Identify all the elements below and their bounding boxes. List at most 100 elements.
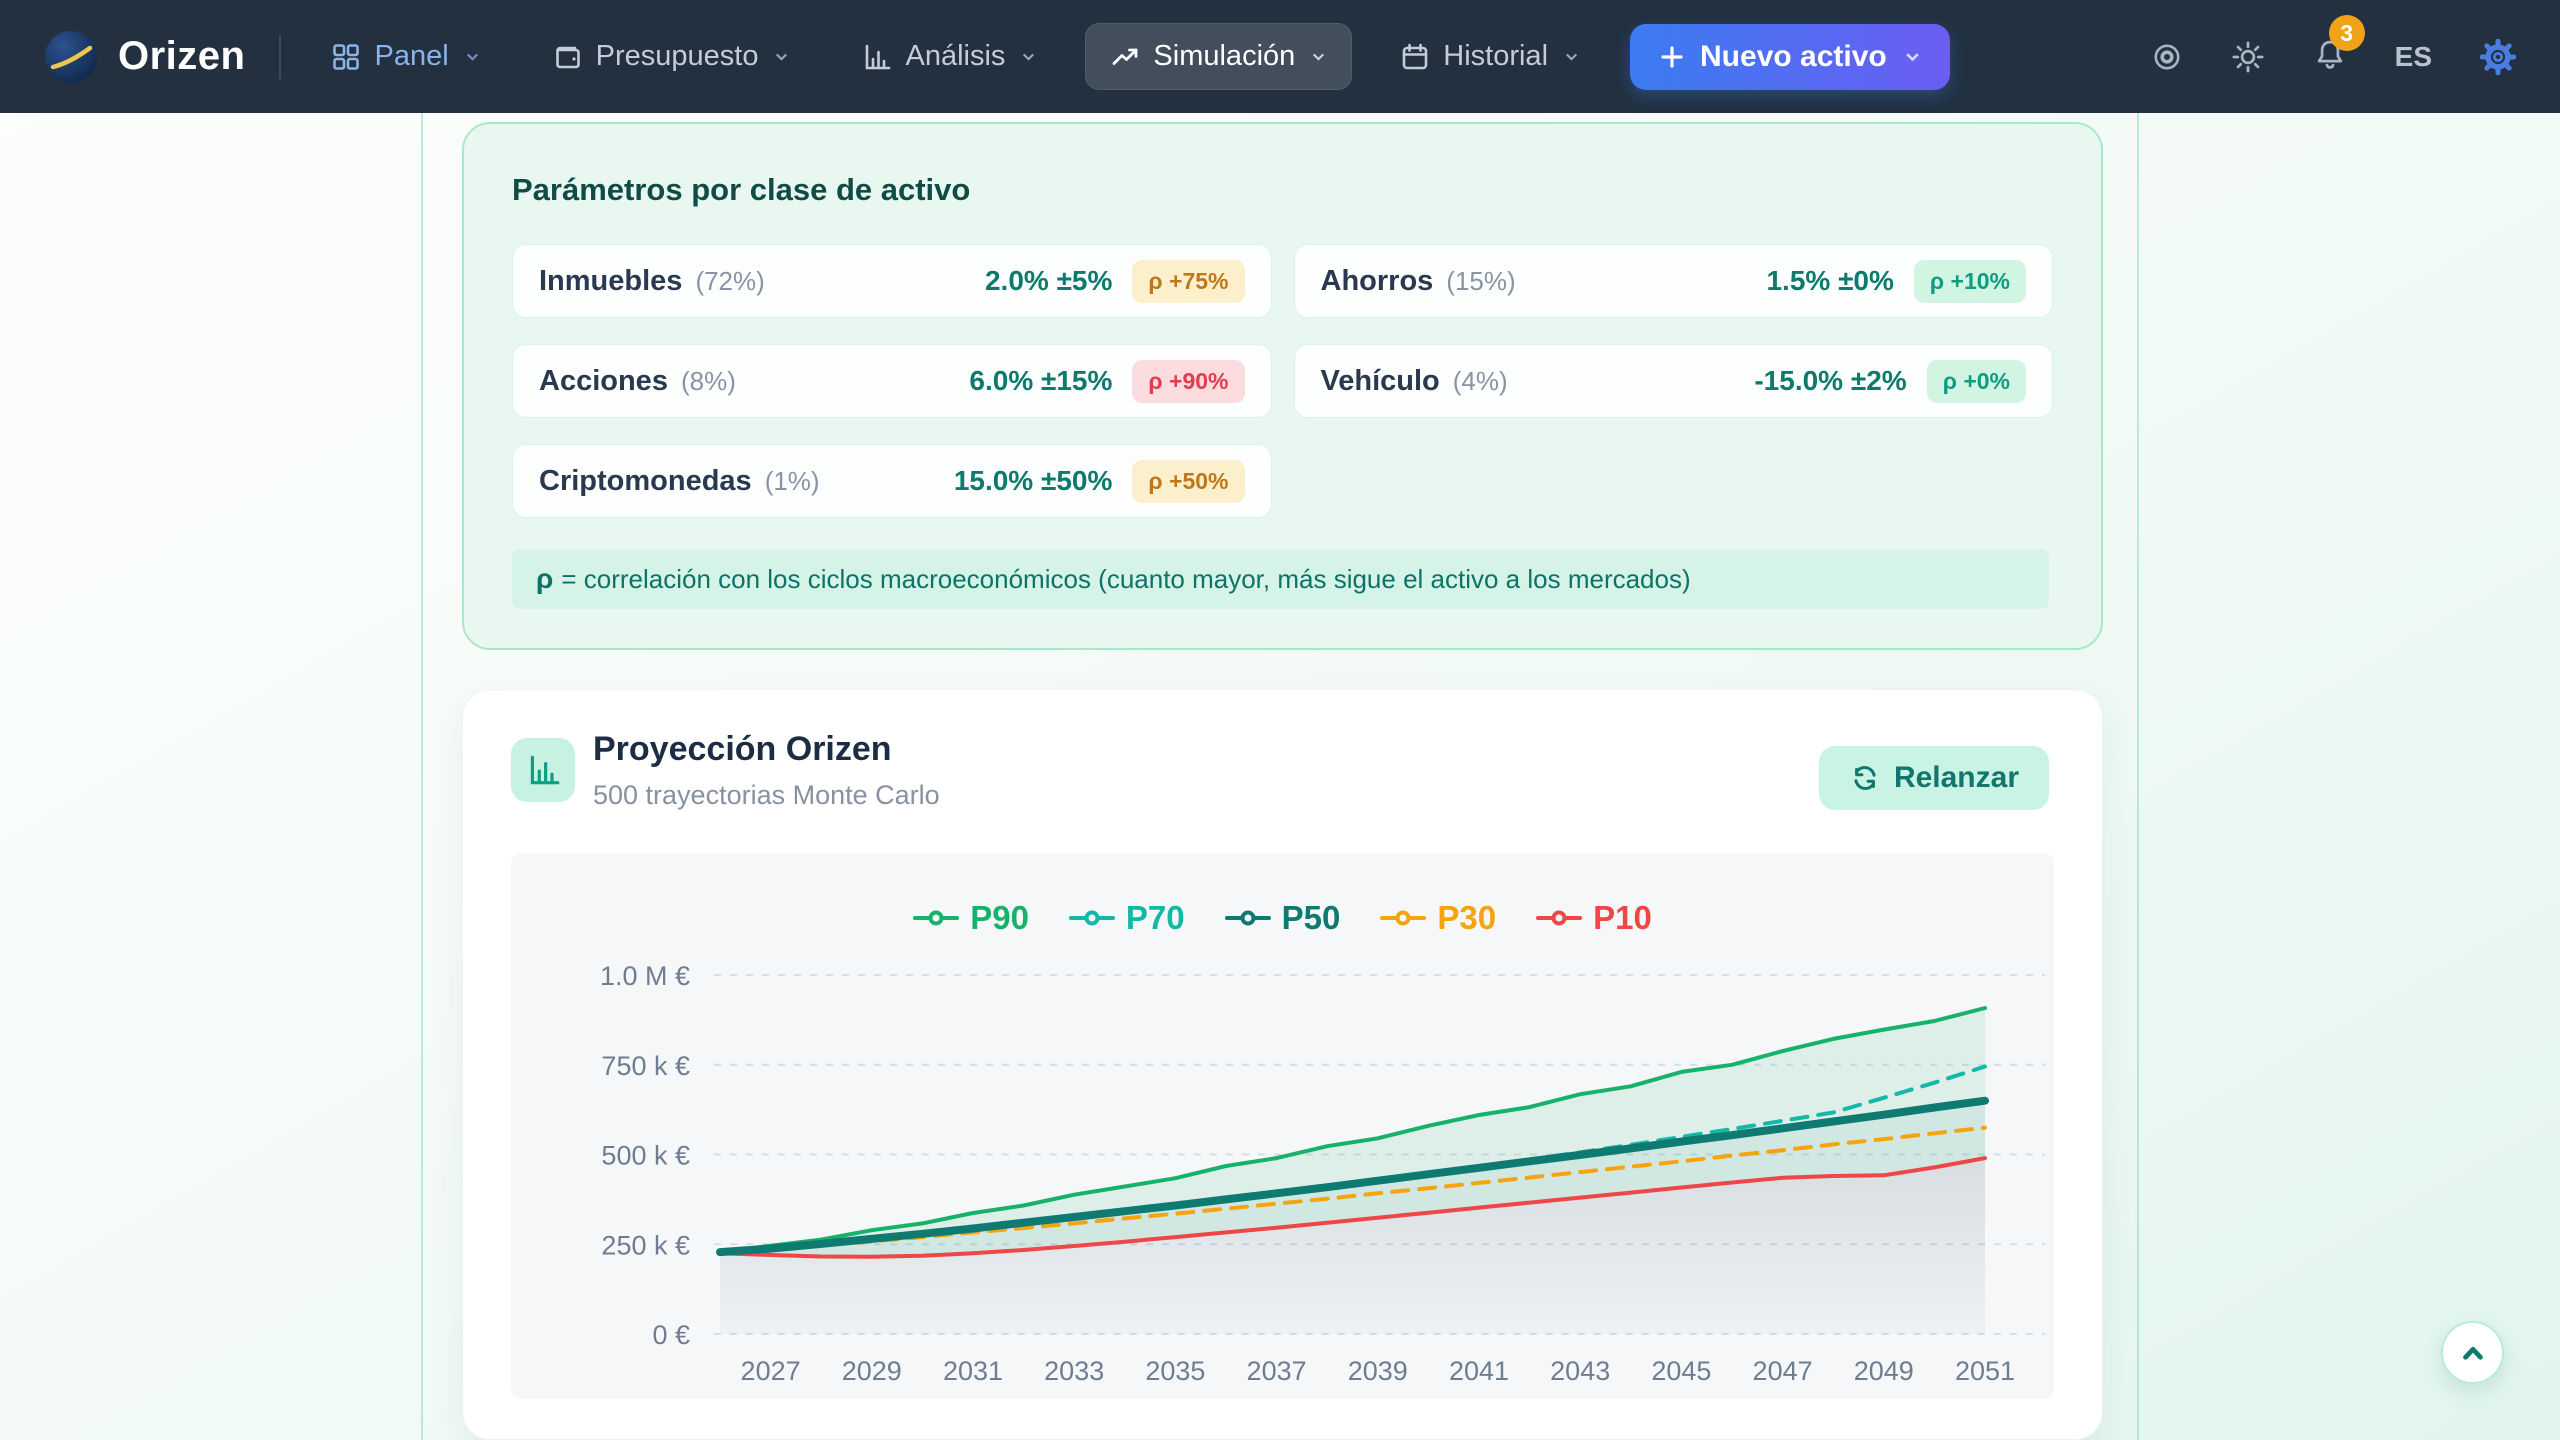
- wallet-icon: [555, 46, 580, 68]
- chevron-down-icon: [1023, 53, 1035, 61]
- nav-item-presupuesto[interactable]: Presupuesto: [529, 24, 815, 89]
- nav-divider: [279, 34, 282, 79]
- svg-text:2031: 2031: [943, 1356, 1003, 1386]
- nav-item-panel[interactable]: Panel: [307, 24, 504, 89]
- nav-item-label: Panel: [374, 40, 449, 72]
- svg-text:2029: 2029: [842, 1356, 902, 1386]
- chevron-down-icon: [1905, 53, 1919, 62]
- svg-text:2041: 2041: [1449, 1356, 1509, 1386]
- sun-theme-icon[interactable]: [2231, 40, 2265, 74]
- notifications-bell[interactable]: 3: [2313, 15, 2365, 76]
- nav-item-historial[interactable]: Historial: [1376, 24, 1604, 89]
- nav-item-simulacion[interactable]: Simulación: [1085, 23, 1353, 90]
- monte-carlo-plot: 0 € 250 k € 500 k € 750 k € 1.0 M € 2027 2029 2…: [600, 961, 2045, 1386]
- asset-weight: (1%): [764, 465, 820, 496]
- projection-chart-icon: [511, 738, 575, 802]
- top-navbar: Orizen Panel Presupuesto Análisis: [0, 0, 2560, 113]
- orizen-logo-icon: [44, 30, 98, 84]
- rho-symbol: ρ: [536, 563, 554, 594]
- svg-text:1.0 M €: 1.0 M €: [600, 961, 690, 991]
- svg-text:500 k €: 500 k €: [601, 1141, 690, 1171]
- chevron-down-icon: [1565, 53, 1578, 61]
- calendar-icon: [1402, 43, 1428, 69]
- legend-label: P70: [1125, 899, 1185, 936]
- svg-text:2033: 2033: [1044, 1356, 1104, 1386]
- svg-text:2039: 2039: [1348, 1356, 1408, 1386]
- svg-text:2035: 2035: [1145, 1356, 1205, 1386]
- correlation-note: ρ = correlación con los ciclos macroecon…: [512, 549, 2049, 609]
- chevron-down-icon: [1313, 53, 1325, 61]
- svg-text:250 k €: 250 k €: [601, 1230, 690, 1260]
- asset-name: Acciones: [539, 364, 668, 397]
- brand-name: Orizen: [118, 34, 246, 78]
- asset-correlation-badge: ρ +50%: [1132, 459, 1245, 503]
- legend-item-p70[interactable]: P70: [1068, 899, 1185, 937]
- refresh-icon: [1854, 766, 1876, 790]
- notification-count-badge: 3: [2328, 15, 2365, 51]
- new-asset-label: Nuevo activo: [1700, 39, 1887, 73]
- svg-text:2045: 2045: [1651, 1356, 1711, 1386]
- trending-up-icon: [1113, 48, 1138, 65]
- asset-weight: (8%): [680, 365, 736, 396]
- svg-text:2049: 2049: [1854, 1356, 1914, 1386]
- projection-title: Proyección Orizen: [593, 730, 892, 768]
- asset-weight: (15%): [1446, 265, 1516, 296]
- nav-item-analisis[interactable]: Análisis: [838, 24, 1061, 89]
- asset-row-ahorros: Ahorros (15%) 1.5% ±0% ρ +10%: [1293, 244, 2053, 318]
- asset-row-acciones: Acciones (8%) 6.0% ±15% ρ +90%: [512, 344, 1272, 418]
- scroll-to-top-button[interactable]: [2441, 1321, 2504, 1384]
- svg-text:750 k €: 750 k €: [601, 1051, 690, 1081]
- asset-row-inmuebles: Inmuebles (72%) 2.0% ±5% ρ +75%: [512, 244, 1272, 318]
- legend-item-p90[interactable]: P90: [913, 899, 1029, 937]
- legend-label: P30: [1437, 899, 1497, 936]
- asset-return-value: -15.0% ±2%: [1754, 365, 1907, 396]
- legend-item-p50[interactable]: P50: [1224, 899, 1341, 937]
- svg-text:2043: 2043: [1550, 1356, 1610, 1386]
- simulation-section-frame: [421, 113, 2139, 1440]
- plus-icon: [1661, 45, 1683, 68]
- chevron-down-icon: [776, 53, 788, 61]
- chart-legend: P90 P70 P50 P30 P10: [511, 899, 2054, 937]
- asset-rows-grid: Inmuebles (72%) 2.0% ±5% ρ +75% Ahorros …: [512, 244, 2053, 518]
- projection-card: Proyección Orizen 500 trayectorias Monte…: [462, 689, 2103, 1440]
- legend-item-p30[interactable]: P30: [1380, 899, 1496, 937]
- asset-name: Inmuebles: [539, 264, 683, 297]
- navbar-right-cluster: 3 ES: [2151, 15, 2516, 76]
- asset-row-vehiculo: Vehículo (4%) -15.0% ±2% ρ +0%: [1293, 344, 2053, 418]
- nav-item-label: Análisis: [905, 40, 1006, 72]
- legend-marker-icon: [1224, 910, 1271, 926]
- svg-text:2037: 2037: [1247, 1356, 1307, 1386]
- asset-correlation-badge: ρ +75%: [1132, 259, 1245, 303]
- legend-item-p10[interactable]: P10: [1536, 899, 1652, 937]
- legend-marker-icon: [913, 910, 960, 926]
- svg-text:0 €: 0 €: [652, 1320, 690, 1350]
- nav-item-label: Presupuesto: [595, 40, 759, 72]
- projection-chart: P90 P70 P50 P30 P10 0 € 250 k € 500 k € 750 k €…: [511, 853, 2054, 1399]
- settings-gear-icon[interactable]: [2480, 38, 2516, 75]
- chevron-down-icon: [466, 53, 478, 61]
- bar-chart-icon: [866, 44, 891, 69]
- projection-subtitle: 500 trayectorias Monte Carlo: [593, 780, 940, 810]
- asset-row-criptomonedas: Criptomonedas (1%) 15.0% ±50% ρ +50%: [512, 444, 1272, 518]
- language-selector[interactable]: ES: [2394, 40, 2432, 72]
- asset-return-value: 15.0% ±50%: [953, 465, 1113, 496]
- rerun-label: Relanzar: [1893, 761, 2019, 794]
- dashboard-grid-icon: [333, 43, 360, 70]
- correlation-note-text: = correlación con los ciclos macroeconóm…: [561, 563, 1691, 594]
- main-nav: Panel Presupuesto Análisis Simulación: [307, 23, 1604, 90]
- asset-correlation-badge: ρ +0%: [1926, 359, 2026, 403]
- rerun-button[interactable]: Relanzar: [1818, 746, 2049, 810]
- legend-label: P10: [1593, 899, 1652, 936]
- parameters-card-title: Parámetros por clase de activo: [512, 172, 971, 207]
- asset-return-value: 1.5% ±0%: [1766, 265, 1894, 296]
- legend-label: P50: [1281, 899, 1341, 936]
- asset-name: Vehículo: [1320, 364, 1440, 397]
- asset-weight: (4%): [1452, 365, 1508, 396]
- brand[interactable]: Orizen: [44, 30, 245, 84]
- svg-text:2051: 2051: [1955, 1356, 2015, 1386]
- new-asset-button[interactable]: Nuevo activo: [1630, 23, 1950, 90]
- asset-correlation-badge: ρ +90%: [1132, 359, 1245, 403]
- parameters-card: Parámetros por clase de activo Inmuebles…: [462, 122, 2103, 650]
- legend-marker-icon: [1068, 910, 1115, 926]
- focus-eye-icon[interactable]: [2151, 41, 2183, 73]
